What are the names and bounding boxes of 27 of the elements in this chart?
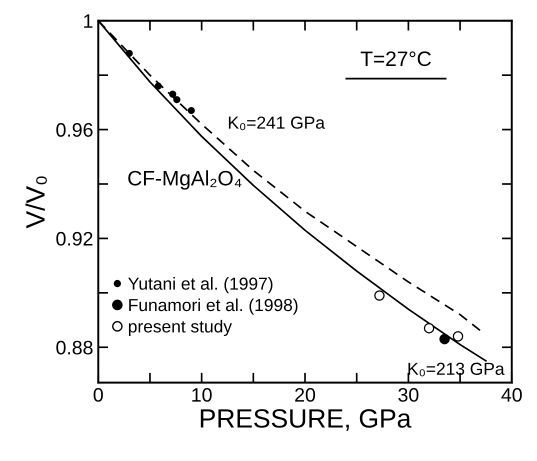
x-tick-label: 20 [295,388,316,402]
y-tick-label: 0.88 [56,340,93,354]
y-tick-label: 1 [84,14,92,28]
y-axis-title: V/V₀ [25,176,47,228]
annotation: K₀=241 GPa [228,116,325,130]
legend-label: present study [128,320,232,336]
point [126,50,133,57]
annotation: CF-MgAl₂O₄ [128,170,242,190]
y-tick-label: 0.92 [56,232,92,246]
point [173,96,180,104]
point [154,82,162,90]
point [188,106,195,114]
point [374,290,385,301]
annotation: T=27°C [360,51,431,66]
annotation: K₀=213 GPa [408,362,505,376]
point [452,331,464,342]
point [169,90,176,98]
legend-label: Yutani et al. (1997) [128,277,272,294]
x-tick-label: 10 [192,388,212,402]
x-tick-label: 0 [94,388,103,402]
x-tick-label: 30 [398,388,418,402]
point [439,334,450,344]
point [424,322,434,334]
x-tick-label: 40 [501,388,522,402]
x-axis-title: PRESSURE, GPa [200,409,412,431]
legend-label: Funamori et al. (1998) [129,298,298,315]
y-tick-label: 0.96 [56,123,93,137]
